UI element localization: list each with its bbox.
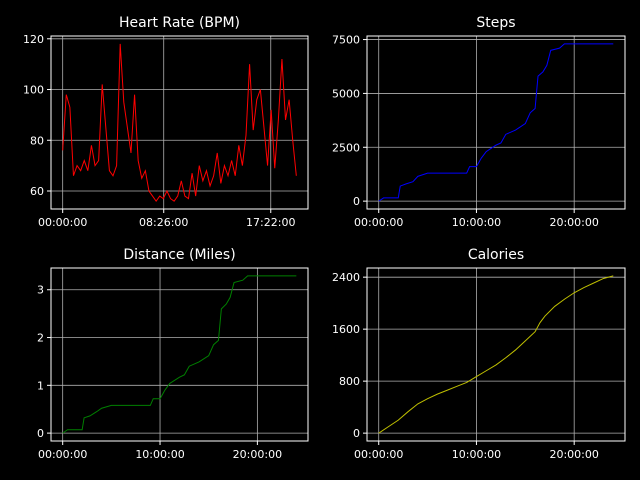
subplot-title: Calories	[468, 247, 524, 263]
x-tick-label: 17:22:00	[246, 216, 295, 229]
x-tick-label: 10:00:00	[452, 216, 501, 229]
x-tick-label: 00:00:00	[38, 448, 87, 461]
subplot: Steps 0 2500 5000 7500 00:00:00 10:00:00 20:00:…	[332, 15, 626, 229]
axes-frame	[50, 267, 309, 442]
y-tick-label: 80	[30, 134, 44, 147]
y-tick-label: 60	[30, 185, 44, 198]
y-tick-label: 1600	[332, 323, 360, 336]
y-tick-label: 7500	[332, 34, 360, 47]
axes-frame	[366, 267, 626, 442]
y-tick-label: 1	[37, 379, 44, 392]
y-tick-label: 2500	[332, 141, 360, 154]
x-tick-label: 20:00:00	[549, 216, 598, 229]
axes-frame	[50, 35, 309, 210]
y-tick-label: 0	[37, 427, 44, 440]
x-tick-label: 20:00:00	[233, 448, 282, 461]
y-tick-label: 800	[339, 375, 360, 388]
x-tick-label: 10:00:00	[452, 448, 501, 461]
y-tick-label: 0	[353, 195, 360, 208]
y-tick-label: 3	[37, 284, 44, 297]
data-line	[62, 275, 297, 434]
subplot-title: Steps	[476, 15, 515, 31]
data-line	[378, 43, 614, 202]
x-tick-label: 00:00:00	[354, 448, 403, 461]
y-tick-label: 2	[37, 332, 44, 345]
y-tick-label: 100	[23, 84, 44, 97]
x-tick-label: 00:00:00	[38, 216, 87, 229]
subplot: Distance (Miles) 0 1 2 3 00:00:00 10:00:00 20:0…	[37, 247, 309, 461]
data-line	[62, 43, 297, 203]
x-tick-label: 08:26:00	[139, 216, 188, 229]
data-line	[378, 275, 614, 434]
y-tick-label: 2400	[332, 271, 360, 284]
subplot: Calories 0 800 1600 2400 00:00:00 10:00:00 20:0…	[332, 247, 626, 461]
x-tick-label: 20:00:00	[549, 448, 598, 461]
y-tick-label: 120	[23, 33, 44, 46]
y-tick-label: 5000	[332, 87, 360, 100]
axes-frame	[366, 35, 626, 210]
x-tick-label: 10:00:00	[135, 448, 184, 461]
subplot-title: Distance (Miles)	[123, 247, 235, 263]
subplot-title: Heart Rate (BPM)	[119, 15, 240, 31]
x-tick-label: 00:00:00	[354, 216, 403, 229]
subplot: Heart Rate (BPM) 60 80 100 120 00:00:00 08:26:…	[23, 15, 309, 229]
y-tick-label: 0	[353, 427, 360, 440]
